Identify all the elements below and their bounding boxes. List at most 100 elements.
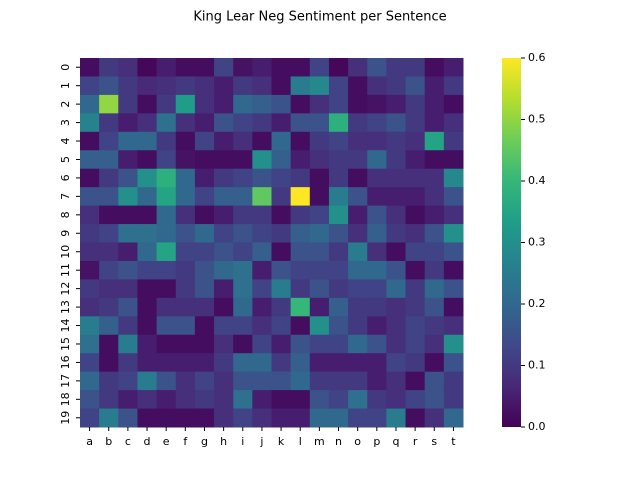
heatmap-cell: [405, 187, 426, 207]
heatmap-cell: [309, 150, 330, 170]
heatmap-cell: [156, 408, 177, 428]
heatmap-cell: [309, 224, 330, 243]
heatmap-cell: [99, 408, 119, 428]
heatmap-cell: [214, 316, 234, 336]
heatmap-cell: [118, 150, 138, 170]
heatmap-cell: [386, 371, 407, 391]
y-tick-label: 12: [59, 282, 72, 296]
heatmap-cell: [252, 150, 272, 170]
heatmap-cell: [309, 260, 330, 280]
heatmap-cell: [214, 187, 234, 207]
heatmap-cell: [175, 279, 196, 299]
heatmap-cell: [386, 353, 407, 373]
heatmap-cell: [424, 224, 445, 243]
heatmap-cell: [175, 94, 196, 114]
heatmap-cell: [290, 316, 311, 336]
heatmap-cell: [348, 168, 368, 188]
heatmap-cell: [252, 371, 272, 391]
heatmap-cell: [348, 76, 368, 96]
heatmap-cell: [328, 316, 349, 336]
heatmap-cell: [194, 334, 215, 354]
x-tick-label: e: [163, 435, 170, 448]
heatmap-cell: [424, 353, 445, 373]
heatmap-cell: [175, 260, 196, 280]
heatmap-cell: [233, 113, 253, 133]
heatmap-cell: [99, 297, 119, 317]
heatmap-cell: [80, 58, 100, 77]
heatmap-cell: [386, 390, 407, 410]
y-tick-label: 5: [59, 156, 72, 163]
heatmap-cell: [194, 76, 215, 96]
heatmap-cell: [386, 260, 407, 280]
heatmap-cell: [175, 205, 196, 225]
heatmap-cell: [80, 94, 100, 114]
heatmap-cell: [156, 150, 177, 170]
heatmap-cell: [443, 187, 464, 207]
heatmap-cell: [309, 242, 330, 262]
heatmap-cell: [271, 150, 292, 170]
heatmap-cell: [328, 94, 349, 114]
heatmap-cell: [271, 131, 292, 151]
heatmap-cell: [386, 58, 407, 77]
heatmap-cell: [80, 150, 100, 170]
heatmap-cell: [348, 279, 368, 299]
heatmap-cell: [80, 334, 100, 354]
heatmap-cell: [214, 76, 234, 96]
heatmap-cell: [290, 150, 311, 170]
heatmap-cell: [309, 390, 330, 410]
heatmap-cell: [443, 297, 464, 317]
heatmap-cell: [252, 316, 272, 336]
heatmap-cell: [309, 205, 330, 225]
heatmap-cell: [309, 58, 330, 77]
heatmap-cell: [405, 168, 426, 188]
heatmap-cell: [233, 205, 253, 225]
heatmap-cell: [443, 58, 464, 77]
heatmap-cell: [328, 334, 349, 354]
heatmap-cell: [233, 297, 253, 317]
heatmap-cell: [443, 131, 464, 151]
heatmap-cell: [156, 58, 177, 77]
heatmap-cell: [348, 242, 368, 262]
heatmap-cell: [99, 279, 119, 299]
heatmap-cell: [80, 260, 100, 280]
heatmap-cell: [175, 113, 196, 133]
heatmap-cell: [118, 260, 138, 280]
heatmap-cell: [194, 408, 215, 428]
x-tick-label: q: [392, 435, 399, 448]
colorbar-tick-label: 0.4: [528, 174, 546, 187]
heatmap-cell: [156, 334, 177, 354]
heatmap-cell: [137, 94, 158, 114]
heatmap-cell: [309, 187, 330, 207]
heatmap-cell: [233, 224, 253, 243]
heatmap-cell: [118, 334, 138, 354]
heatmap-cell: [386, 113, 407, 133]
heatmap-cell: [194, 168, 215, 188]
heatmap-cell: [194, 150, 215, 170]
heatmap-cell: [233, 371, 253, 391]
heatmap-cell: [405, 94, 426, 114]
heatmap-cell: [405, 76, 426, 96]
heatmap-cell: [175, 187, 196, 207]
heatmap-cell: [290, 113, 311, 133]
heatmap-cell: [80, 297, 100, 317]
heatmap-cell: [424, 279, 445, 299]
y-tick-label: 15: [59, 337, 72, 351]
heatmap-cell: [290, 279, 311, 299]
heatmap-cell: [99, 353, 119, 373]
heatmap-cell: [290, 168, 311, 188]
heatmap-cell: [443, 76, 464, 96]
heatmap-cell: [194, 113, 215, 133]
heatmap-cell: [175, 353, 196, 373]
colorbar-tick-label: 0.3: [528, 236, 546, 249]
x-tick-label: j: [259, 435, 263, 448]
x-tick-label: d: [144, 435, 151, 448]
heatmap-cell: [80, 224, 100, 243]
heatmap-cell: [137, 58, 158, 77]
x-tick-label: b: [105, 435, 112, 448]
heatmap-cell: [386, 224, 407, 243]
heatmap-cell: [252, 94, 272, 114]
heatmap-cell: [252, 390, 272, 410]
x-tick-label: h: [220, 435, 227, 448]
heatmap-cell: [252, 334, 272, 354]
